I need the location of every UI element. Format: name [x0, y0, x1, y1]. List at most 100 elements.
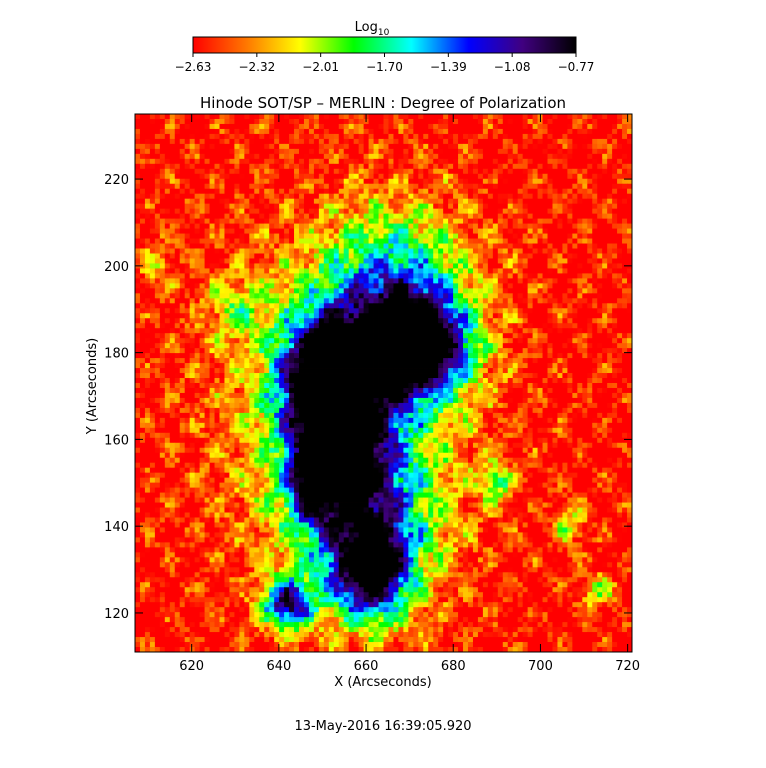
- heatmap-cell: [532, 303, 538, 309]
- heatmap-cell: [159, 163, 166, 170]
- heatmap-cell: [348, 298, 355, 304]
- heatmap-cell: [502, 358, 509, 364]
- heatmap-cell: [587, 293, 593, 299]
- heatmap-cell: [562, 228, 568, 234]
- heatmap-cell: [443, 148, 449, 155]
- heatmap-cell: [144, 313, 151, 319]
- heatmap-cell: [577, 318, 583, 324]
- heatmap-cell: [458, 323, 464, 329]
- heatmap-cell: [184, 118, 191, 125]
- heatmap-cell: [284, 348, 290, 354]
- heatmap-cell: [164, 118, 171, 125]
- heatmap-cell: [353, 338, 360, 344]
- heatmap-cell: [592, 278, 598, 284]
- heatmap-cell: [229, 313, 235, 319]
- heatmap-cell: [557, 263, 563, 269]
- heatmap-cell: [254, 218, 260, 224]
- heatmap-cell: [313, 298, 320, 304]
- heatmap-cell: [448, 123, 454, 130]
- heatmap-cell: [537, 248, 543, 254]
- heatmap-cell: [497, 258, 504, 264]
- heatmap-cell: [318, 323, 325, 329]
- heatmap-cell: [368, 353, 374, 359]
- heatmap-cell: [552, 168, 558, 175]
- heatmap-cell: [373, 133, 379, 140]
- heatmap-cell: [472, 268, 479, 274]
- heatmap-cell: [333, 143, 340, 150]
- heatmap-cell: [388, 143, 394, 150]
- heatmap-cell: [229, 268, 235, 274]
- heatmap-cell: [567, 308, 573, 314]
- heatmap-cell: [567, 263, 573, 269]
- heatmap-cell: [308, 338, 315, 344]
- heatmap-cell: [403, 283, 409, 289]
- heatmap-cell: [313, 263, 320, 269]
- heatmap-cell: [587, 308, 593, 314]
- heatmap-cell: [149, 253, 156, 259]
- heatmap-cell: [448, 128, 454, 135]
- heatmap-cell: [612, 218, 618, 224]
- heatmap-cell: [313, 268, 320, 274]
- heatmap-cell: [318, 273, 325, 279]
- heatmap-cell: [487, 158, 494, 165]
- heatmap-cell: [318, 333, 325, 339]
- heatmap-cell: [343, 218, 350, 224]
- heatmap-cell: [348, 183, 355, 190]
- heatmap-cell: [144, 293, 151, 299]
- heatmap-cell: [353, 143, 360, 150]
- heatmap-cell: [502, 153, 509, 160]
- heatmap-cell: [284, 258, 290, 264]
- heatmap-cell: [428, 333, 434, 339]
- heatmap-cell: [502, 253, 509, 259]
- heatmap-cell: [403, 128, 409, 135]
- heatmap-cell: [622, 114, 628, 120]
- heatmap-cell: [577, 213, 583, 220]
- heatmap-cell: [234, 218, 240, 224]
- heatmap-cell: [622, 318, 628, 324]
- heatmap-cell: [358, 138, 365, 145]
- heatmap-cell: [453, 358, 459, 364]
- heatmap-cell: [587, 123, 593, 130]
- heatmap-cell: [472, 323, 479, 329]
- heatmap-cell: [423, 233, 429, 239]
- heatmap-cell: [487, 208, 494, 215]
- heatmap-cell: [274, 223, 280, 229]
- heatmap-cell: [313, 358, 320, 364]
- heatmap-cell: [318, 118, 325, 125]
- heatmap-cell: [622, 338, 628, 344]
- heatmap-cell: [234, 148, 240, 155]
- heatmap-cell: [428, 228, 434, 234]
- heatmap-cell: [358, 168, 365, 175]
- heatmap-cell: [209, 338, 215, 344]
- heatmap-cell: [159, 173, 166, 180]
- heatmap-cell: [393, 133, 399, 140]
- heatmap-cell: [164, 323, 171, 329]
- heatmap-cell: [234, 263, 240, 269]
- heatmap-cell: [159, 353, 166, 359]
- heatmap-cell: [443, 288, 449, 294]
- heatmap-cell: [363, 208, 369, 215]
- heatmap-cell: [219, 223, 225, 229]
- heatmap-cell: [547, 153, 553, 160]
- heatmap-cell: [582, 138, 588, 145]
- heatmap-cell: [343, 313, 350, 319]
- heatmap-cell: [244, 183, 250, 190]
- heatmap-cell: [214, 128, 220, 135]
- heatmap-cell: [244, 208, 250, 215]
- heatmap-cell: [224, 303, 230, 309]
- heatmap-cell: [428, 243, 434, 249]
- heatmap-cell: [299, 178, 305, 185]
- heatmap-cell: [458, 168, 464, 175]
- heatmap-cell: [274, 143, 280, 150]
- heatmap-cell: [582, 223, 588, 229]
- heatmap-cell: [299, 114, 305, 120]
- colorbar-gradient: [192, 36, 577, 54]
- heatmap-cell: [289, 268, 295, 274]
- heatmap-cell: [557, 283, 563, 289]
- heatmap-cell: [363, 273, 369, 279]
- heatmap-cell: [428, 118, 434, 125]
- heatmap-cell: [458, 118, 464, 125]
- heatmap-cell: [169, 328, 176, 334]
- heatmap-cell: [388, 283, 394, 289]
- heatmap-cell: [448, 168, 454, 175]
